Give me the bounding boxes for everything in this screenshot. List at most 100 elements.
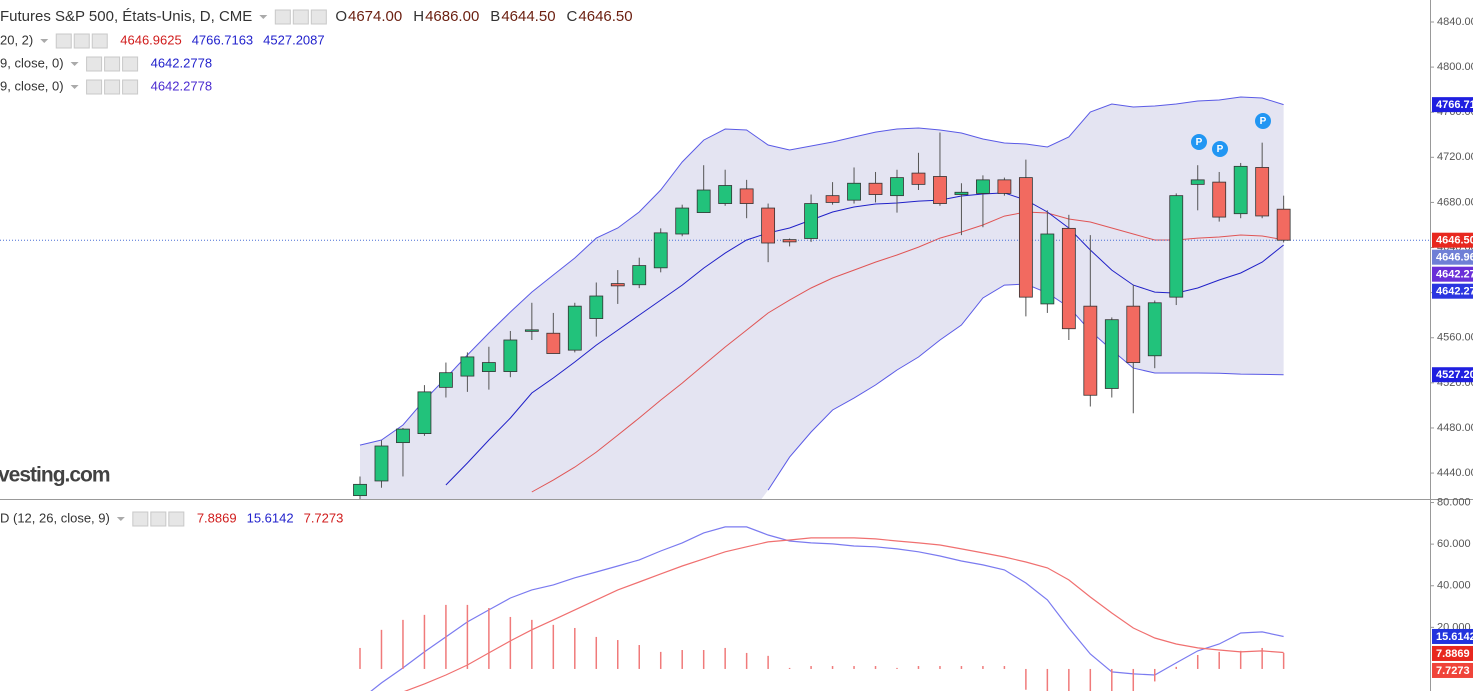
legend-icon	[274, 9, 291, 25]
candle-body	[954, 191, 969, 195]
signal-marker	[1212, 141, 1228, 157]
candle-body	[546, 332, 561, 354]
indicator-value: 7.7273	[304, 510, 344, 525]
price-badge-label: 4642.2778	[1436, 286, 1473, 298]
candle-body	[804, 203, 818, 239]
dropdown-chevron	[116, 517, 125, 521]
quote-key: C	[567, 8, 578, 25]
watermark: vesting.com	[0, 464, 110, 487]
legend-icon	[86, 79, 103, 95]
legend-icon	[122, 79, 139, 95]
signal-marker	[1255, 113, 1271, 129]
candle-body	[1190, 179, 1205, 185]
indicator-value: 4642.2778	[151, 78, 212, 93]
price-badge-label: 4642.2778	[1436, 269, 1473, 281]
y-tick-label: 4840.00	[1437, 16, 1473, 28]
signal-marker-label: P	[1217, 144, 1224, 155]
candle-body	[1083, 305, 1098, 396]
candle-body	[632, 265, 647, 286]
legend-icon	[150, 511, 167, 527]
candle-body	[890, 177, 904, 197]
y-tick-label: 60.000	[1437, 538, 1471, 550]
price-badge-label: 4766.7163	[1436, 99, 1473, 111]
candle-body	[460, 356, 475, 377]
macd-pane	[359, 526, 1285, 691]
signal-marker-label: P	[1260, 116, 1267, 127]
quote-value: 4644.50	[501, 8, 555, 25]
legend-icon	[104, 79, 121, 95]
price-badge	[1432, 645, 1473, 661]
candle-body	[396, 428, 410, 444]
candle-body	[675, 207, 690, 235]
candle-body	[1040, 233, 1055, 305]
price-badge	[1432, 628, 1473, 644]
legend-icon	[55, 33, 72, 49]
candle-body	[782, 239, 797, 243]
y-tick-label: 4560.00	[1437, 332, 1473, 344]
indicator-value: 4646.9625	[120, 32, 181, 47]
quote-value: 4674.00	[348, 8, 402, 25]
price-badge	[1432, 97, 1473, 113]
legend-icon	[168, 511, 185, 527]
candle-body	[589, 295, 604, 319]
candle-body	[353, 483, 367, 497]
candle-body	[1212, 181, 1227, 218]
macd-line	[403, 537, 1284, 691]
candle-body	[1126, 305, 1141, 363]
candle-body	[933, 176, 947, 204]
axis-area: 4440.004480.004520.004560.004600.004640.…	[1430, 16, 1473, 678]
candle-body	[739, 188, 754, 204]
signal-marker-label: P	[1196, 137, 1203, 148]
indicator-value: 4527.2087	[263, 32, 324, 47]
candle-body	[1255, 167, 1270, 217]
indicator-label: D (12, 26, close, 9)	[0, 510, 110, 525]
price-badge	[1432, 249, 1473, 265]
indicator-label: 9, close, 0)	[0, 55, 64, 70]
candle-body	[653, 232, 668, 269]
candle-body	[976, 179, 990, 194]
candle-body	[417, 391, 432, 434]
legend-icon	[91, 33, 108, 49]
candle-body	[1104, 319, 1119, 389]
candle-body	[1018, 177, 1033, 298]
candle-body	[868, 182, 883, 195]
candle-body	[481, 362, 496, 372]
indicator-value: 4766.7163	[192, 32, 253, 47]
candle-body	[524, 329, 539, 332]
signal-marker	[1191, 134, 1207, 150]
legend-icon	[73, 33, 90, 49]
quote-value: 4646.50	[578, 8, 632, 25]
price-badge-label: 7.7273	[1436, 665, 1470, 677]
candle-body	[1169, 195, 1184, 298]
macd-line	[370, 526, 1284, 691]
candle-body	[439, 372, 453, 388]
dropdown-chevron	[70, 62, 79, 66]
legend-icon	[86, 56, 103, 72]
quote-key: B	[490, 8, 500, 25]
y-tick-label: 4680.00	[1437, 196, 1473, 208]
candle-body	[847, 182, 861, 201]
bollinger-band-fill	[360, 96, 1284, 499]
y-tick-label: 4800.00	[1437, 61, 1473, 73]
indicator-line	[359, 96, 1284, 446]
legend-area: Futures S&P 500, États-Unis, D, CME O 4674…	[0, 8, 633, 527]
y-tick-label: 80.000	[1437, 496, 1471, 508]
y-tick-label: 40.000	[1437, 580, 1471, 592]
indicator-value: 4642.2778	[151, 55, 212, 70]
quote-key: H	[413, 8, 424, 25]
candle-body	[1061, 227, 1076, 330]
price-badge	[1432, 283, 1473, 299]
legend-icon	[292, 9, 309, 25]
legend-icon	[132, 511, 149, 527]
quote-key: O	[335, 8, 347, 25]
price-badge-label: 7.8869	[1436, 648, 1470, 660]
legend-icon	[310, 9, 327, 25]
quote-value: 4686.00	[425, 8, 479, 25]
candle-body	[610, 283, 625, 287]
candle-body	[997, 179, 1012, 194]
price-badge-label: 4646.50	[1436, 235, 1473, 247]
price-badge	[1432, 266, 1473, 282]
dropdown-chevron	[259, 15, 268, 19]
